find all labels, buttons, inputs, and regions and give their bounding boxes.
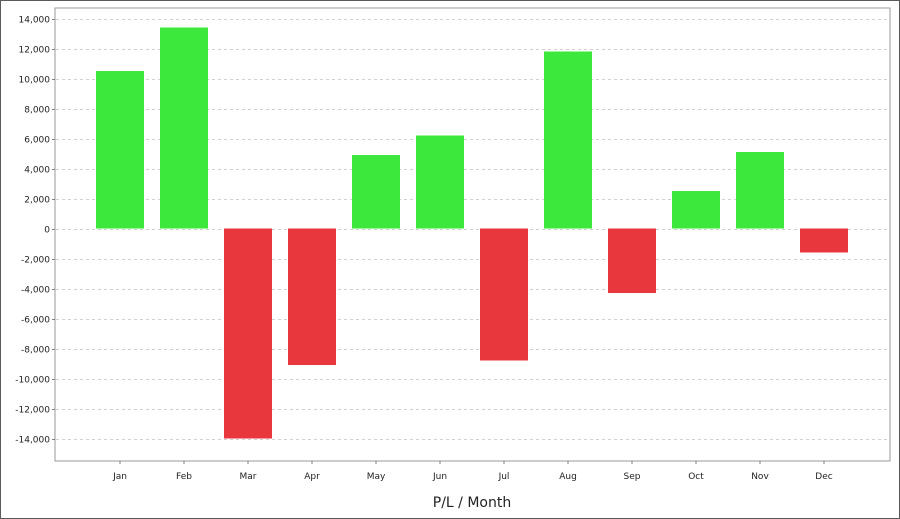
bar-aug [544, 51, 592, 229]
y-tick-label: 6,000 [24, 136, 50, 146]
bar-jul [480, 228, 528, 361]
y-tick-label: -14,000 [15, 436, 50, 446]
x-tick-label: Feb [176, 472, 192, 482]
bar-oct [672, 191, 720, 229]
bar-may [352, 155, 400, 229]
x-axis: Jan Feb Mar Apr May Jun Jul Aug Sep Oct Nov Dec [112, 461, 833, 482]
x-tick-label: Jul [498, 472, 510, 482]
y-tick-label: -10,000 [15, 376, 50, 386]
bar-feb [160, 27, 208, 229]
y-tick-label: 12,000 [19, 46, 51, 56]
x-tick-label: Sep [624, 472, 641, 482]
bar-apr [288, 228, 336, 365]
x-axis-title: P/L / Month [433, 495, 511, 511]
y-tick-label: 8,000 [24, 106, 50, 116]
y-tick-label: -12,000 [15, 406, 50, 416]
bar-dec [800, 228, 848, 253]
x-tick-label: Jun [432, 472, 447, 482]
x-tick-label: May [367, 472, 386, 482]
y-axis: -14,000 -12,000 -10,000 -8,000 -6,000 -4,000 -… [15, 16, 55, 446]
y-tick-label: -2,000 [21, 256, 50, 266]
y-tick-label: -8,000 [21, 346, 50, 356]
x-tick-label: Apr [304, 472, 320, 482]
x-tick-label: Nov [751, 472, 769, 482]
y-tick-label: 0 [44, 226, 50, 236]
y-tick-label: 14,000 [19, 16, 51, 26]
y-tick-label: 10,000 [19, 76, 51, 86]
bar-nov [736, 152, 784, 229]
bar-mar [224, 228, 272, 439]
x-tick-label: Aug [559, 472, 577, 482]
x-tick-label: Mar [240, 472, 257, 482]
y-tick-label: -4,000 [21, 286, 50, 296]
x-tick-label: Jan [112, 472, 127, 482]
y-tick-label: 2,000 [24, 196, 50, 206]
bars [96, 27, 848, 439]
y-tick-label: 4,000 [24, 166, 50, 176]
bar-sep [608, 228, 656, 293]
x-tick-label: Dec [815, 472, 832, 482]
bar-jan [96, 71, 144, 229]
bar-jun [416, 135, 464, 229]
x-tick-label: Oct [688, 472, 704, 482]
y-tick-label: -6,000 [21, 316, 50, 326]
